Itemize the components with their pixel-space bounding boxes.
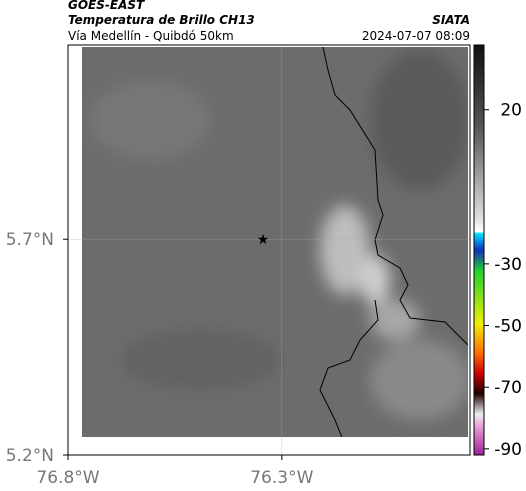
colorbar-tick-label: 20 bbox=[500, 101, 522, 121]
x-tick-label: 76.8°W bbox=[36, 468, 99, 488]
title: GOES-EAST bbox=[68, 0, 145, 12]
colorbar-tick-label: -70 bbox=[494, 378, 522, 398]
satellite-image bbox=[82, 47, 468, 437]
timestamp: 2024-07-07 08:09 bbox=[362, 29, 470, 43]
colorbar-tick-label: -30 bbox=[494, 255, 522, 275]
colorbar-tick-label: -90 bbox=[494, 440, 522, 460]
map-frame bbox=[67, 44, 471, 456]
region: Vía Medellín - Quibdó 50km bbox=[68, 29, 234, 43]
colorbar bbox=[473, 44, 485, 456]
subtitle: Temperatura de Brillo CH13 bbox=[68, 13, 255, 27]
source: SIATA bbox=[432, 13, 470, 27]
colorbar-tick-label: -50 bbox=[494, 317, 522, 337]
y-tick-label: 5.2°N bbox=[6, 446, 54, 466]
y-tick-label: 5.7°N bbox=[6, 230, 54, 250]
x-tick-label: 76.3°W bbox=[250, 468, 313, 488]
location-marker: ★ bbox=[257, 232, 270, 248]
